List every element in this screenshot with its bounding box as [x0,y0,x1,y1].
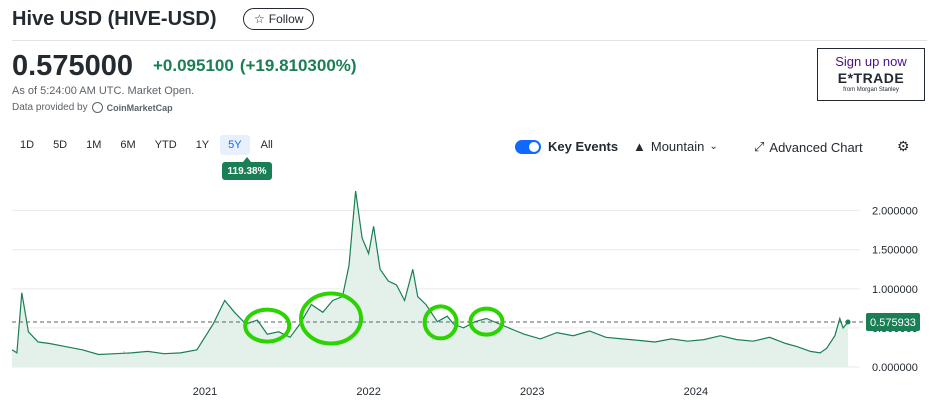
chart-type-dropdown[interactable]: ▲ Mountain ⌄ [633,139,718,154]
y-tick-label: 1.500000 [872,245,918,257]
series-line-hive-usd [11,191,849,356]
x-tick-label: 2022 [356,386,380,398]
follow-label: Follow [268,12,304,26]
mountain-icon: ▲ [633,139,646,154]
x-tick-label: 2024 [684,386,708,398]
follow-button[interactable]: ☆ Follow [243,8,315,30]
ad-brand-logo: E*TRADE [837,70,905,86]
y-tick-label: 2.000000 [872,206,918,218]
provider-prefix: Data provided by [12,102,88,113]
ad-signup-text: Sign up now [835,54,907,69]
y-tick-label: 0.000000 [872,362,918,374]
price-change-percent: (+19.810300%) [239,56,357,75]
series-area [12,191,848,367]
price-change: +0.095100 (+19.810300%) [153,56,357,76]
chart-type-label: Mountain [650,139,705,154]
price-chart[interactable]: 2.0000001.5000001.0000000.5000000.000000… [0,185,939,412]
highlight-circle [422,304,459,341]
current-value-label: 0.575933 [870,317,916,329]
last-price-dot [845,319,851,325]
star-icon: ☆ [254,12,265,26]
current-price: 0.575000 [12,50,133,82]
advanced-chart-label: Advanced Chart [769,139,863,155]
chevron-down-icon: ⌄ [709,141,718,152]
range-selector: 1D 5D 1M 6M YTD 1Y 5Y All [12,135,284,155]
range-button-1y[interactable]: 1Y [195,139,210,151]
as-of-time: As of 5:24:00 AM UTC. Market Open. [12,85,195,97]
gear-icon[interactable]: ⚙ [897,138,910,154]
header-divider [12,40,927,41]
range-button-1d[interactable]: 1D [20,139,35,151]
etrade-ad[interactable]: Sign up now E*TRADE from Morgan Stanley [817,48,925,101]
y-tick-label: 1.000000 [872,284,918,296]
advanced-chart-button[interactable]: ⤢ Advanced Chart [754,139,863,155]
x-tick-label: 2023 [520,386,544,398]
highlight-circle [468,306,505,337]
range-change-badge: 119.38% [222,157,272,180]
price-change-value: +0.095100 [153,56,234,75]
toggle-switch[interactable] [515,139,541,154]
x-tick-label: 2021 [193,386,217,398]
range-button-ytd[interactable]: YTD [154,139,177,151]
key-events-label: Key Events [548,139,619,154]
provider-name: CoinMarketCap [106,102,173,113]
page-title: Hive USD (HIVE-USD) [12,8,217,30]
data-provider: Data provided by CoinMarketCap [12,102,173,113]
coinmarketcap-logo-icon [91,102,103,113]
expand-icon: ⤢ [754,139,765,154]
ad-subtext: from Morgan Stanley [843,87,899,93]
highlight-circle [299,291,364,346]
range-button-all[interactable]: All [260,139,273,151]
range-button-5y[interactable]: 5Y [220,135,250,155]
range-button-1m[interactable]: 1M [86,139,102,151]
range-button-5d[interactable]: 5D [53,139,68,151]
range-button-6m[interactable]: 6M [120,139,136,151]
key-events-toggle[interactable]: Key Events [515,139,618,154]
highlight-circle [243,307,292,344]
current-value-label-bg [866,312,920,331]
